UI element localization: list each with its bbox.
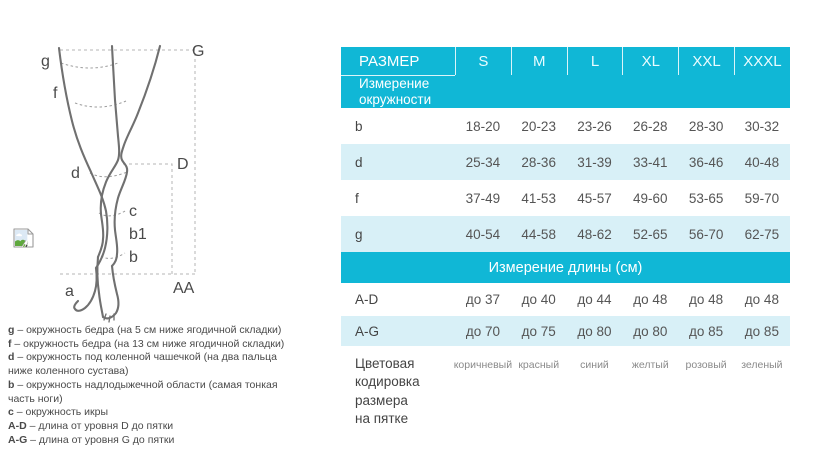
svg-text:a: a [65, 283, 74, 300]
svg-text:D: D [177, 156, 189, 173]
svg-text:b1: b1 [129, 226, 147, 243]
svg-text:f: f [53, 85, 58, 102]
svg-text:G: G [192, 43, 204, 60]
svg-text:d: d [71, 165, 80, 182]
svg-text:AA: AA [173, 280, 195, 297]
svg-text:b: b [129, 249, 138, 266]
svg-text:g: g [41, 53, 50, 70]
svg-text:c: c [129, 203, 137, 220]
